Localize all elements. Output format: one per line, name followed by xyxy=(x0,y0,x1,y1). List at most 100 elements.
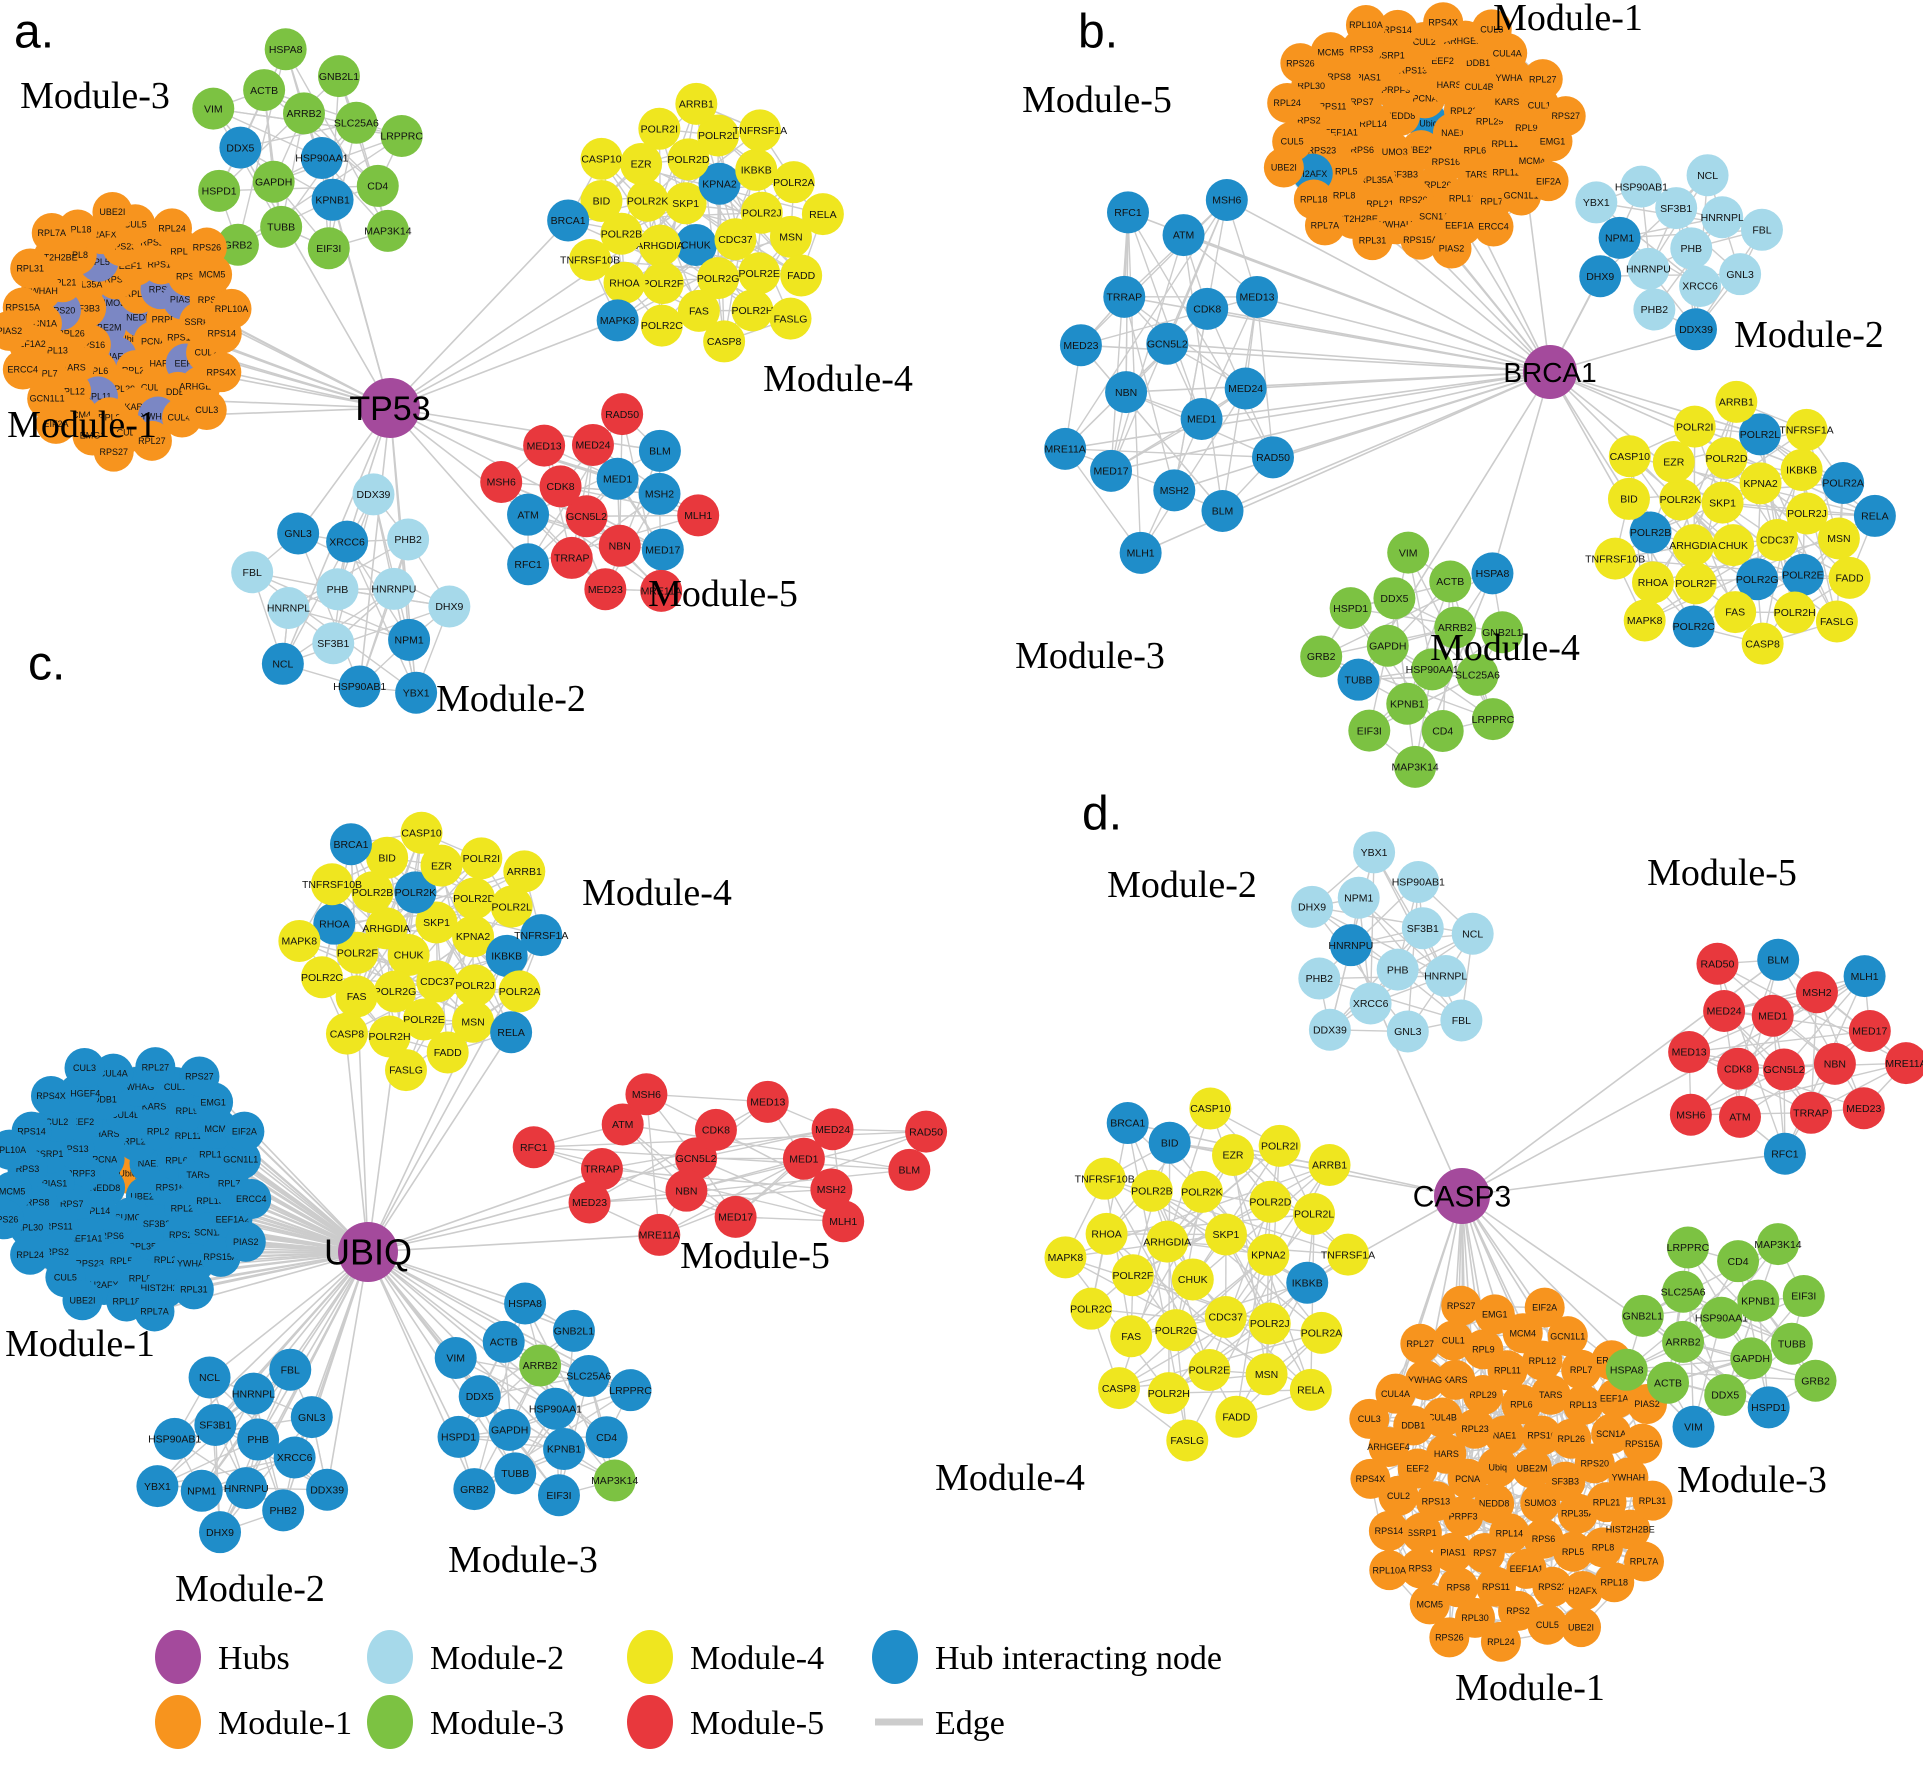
node-MED23 xyxy=(1059,324,1102,367)
edge xyxy=(1690,991,1818,1116)
hub-edge xyxy=(1272,371,1551,459)
node-RPS27 xyxy=(93,431,134,472)
node-CASP10 xyxy=(1189,1087,1232,1130)
node-RPL31 xyxy=(1352,220,1393,261)
node-CUL5 xyxy=(1527,1604,1568,1645)
node-label-TARS: TARS xyxy=(1465,170,1488,180)
node-label-BLM: BLM xyxy=(899,1165,921,1177)
node-HSP90AB1 xyxy=(1397,861,1440,904)
node-CDK8 xyxy=(1717,1047,1760,1090)
node-label-RPL35A: RPL35A xyxy=(129,1242,163,1252)
node-ACTB xyxy=(243,69,286,112)
node-FADD xyxy=(1828,556,1871,599)
node-label-RPL18: RPL18 xyxy=(1300,195,1328,205)
node-label-EZR: EZR xyxy=(1222,1150,1243,1162)
node-label-POLR2E: POLR2E xyxy=(1189,1365,1230,1377)
node-label-FAS: FAS xyxy=(1121,1331,1141,1343)
module-label-d-module-4: Module-4 xyxy=(935,1457,1085,1499)
node-label-RPL5: RPL5 xyxy=(1335,166,1358,176)
node-label-RPS26: RPS26 xyxy=(1286,58,1315,68)
node-label-POLR2F: POLR2F xyxy=(1675,578,1716,590)
node-label-BLM: BLM xyxy=(649,445,671,457)
node-DHX9 xyxy=(1291,885,1334,928)
node-GNL3 xyxy=(1386,1010,1429,1053)
node-GNB2L1 xyxy=(1481,611,1524,654)
node-RPS4X xyxy=(30,1075,71,1116)
node-FAS xyxy=(335,975,378,1018)
node-label-CUL4B: CUL4B xyxy=(141,383,170,393)
legend-swatch-module-2 xyxy=(367,1630,413,1684)
node-label-RPL7A: RPL7A xyxy=(37,228,66,238)
node-label-SKP1: SKP1 xyxy=(1213,1229,1240,1241)
node-RPL23 xyxy=(1454,1408,1495,1449)
node-CHUK xyxy=(1712,524,1755,567)
node-label-HARS: HARS xyxy=(95,1129,120,1139)
hub-node-BRCA1 xyxy=(1523,345,1577,399)
node-VIM xyxy=(434,1336,477,1379)
edge xyxy=(533,1146,736,1218)
legend-swatch-hub-interacting-node xyxy=(872,1630,918,1684)
node-TRRAP xyxy=(1103,275,1146,318)
node-label-BRCA1: BRCA1 xyxy=(1110,1118,1145,1130)
node-label-YWHAH: YWHAH xyxy=(24,286,58,296)
node-CASP8 xyxy=(1741,622,1784,665)
node-label-UBE2M: UBE2M xyxy=(1406,145,1437,155)
edge xyxy=(560,485,699,517)
node-KPNA2 xyxy=(1247,1233,1290,1276)
node-RPL9 xyxy=(1463,1329,1504,1370)
node-label-CUL1: CUL1 xyxy=(1528,100,1551,110)
legend-label-module-3: Module-3 xyxy=(430,1705,564,1742)
edge xyxy=(157,1456,295,1487)
node-label-RPS13: RPS13 xyxy=(1399,66,1428,76)
node-ERCC4 xyxy=(1473,206,1514,247)
node-label-EMG1: EMG1 xyxy=(1482,1309,1508,1319)
node-EZR xyxy=(1652,441,1695,484)
node-MCM5 xyxy=(1310,32,1351,73)
node-label-EEF1A1: EEF1A1 xyxy=(69,1233,103,1243)
node-FAS xyxy=(677,289,720,332)
node-label-POLR2B: POLR2B xyxy=(352,887,393,899)
node-label-TRRAP: TRRAP xyxy=(1793,1107,1829,1119)
module-label-b-module-4: Module-4 xyxy=(1430,627,1580,669)
node-FASLG xyxy=(384,1049,427,1092)
hub-edge xyxy=(326,1251,369,1490)
hub-label-CASP3: CASP3 xyxy=(1413,1181,1511,1214)
node-label-UBE2M: UBE2M xyxy=(130,1191,161,1201)
node-GNL3 xyxy=(1719,253,1762,296)
node-label-ACTB: ACTB xyxy=(490,1337,518,1349)
node-label-SF3B1: SF3B1 xyxy=(1660,203,1692,215)
node-label-SF3B1: SF3B1 xyxy=(317,638,349,650)
edge xyxy=(1127,212,1203,420)
node-UBE2I xyxy=(92,191,133,232)
node-KPNB1 xyxy=(1737,1279,1780,1322)
module-label-c-module-5: Module-5 xyxy=(680,1235,830,1277)
node-label-EMG1: EMG1 xyxy=(1540,136,1566,146)
node-label-RPL29: RPL29 xyxy=(108,384,136,394)
node-label-PIAS1: PIAS1 xyxy=(1355,72,1381,82)
node-MSH2 xyxy=(638,472,681,515)
node-label-RPS2: RPS2 xyxy=(45,1247,69,1257)
edge xyxy=(1192,1145,1281,1280)
hub-edge xyxy=(1461,1152,1786,1197)
node-FBL xyxy=(1740,208,1783,251)
node-HNRNPU xyxy=(225,1467,268,1510)
node-POLR2C xyxy=(301,956,344,999)
node-TUBB xyxy=(1337,658,1380,701)
node-RPS27 xyxy=(1441,1285,1482,1326)
node-RPL7A xyxy=(1304,205,1345,246)
node-label-RPS23: RPS23 xyxy=(1308,146,1337,156)
node-label-NBN: NBN xyxy=(1115,387,1137,399)
node-label-BLM: BLM xyxy=(1767,954,1789,966)
node-MED13 xyxy=(746,1080,789,1123)
node-CHUK xyxy=(674,223,717,266)
node-label-FASLG: FASLG xyxy=(1170,1435,1204,1447)
node-label-POLR2C: POLR2C xyxy=(1070,1303,1112,1315)
node-label-PIAS1: PIAS1 xyxy=(170,295,196,305)
node-label-RPL24: RPL24 xyxy=(16,1250,44,1260)
node-label-RPL29: RPL29 xyxy=(1476,117,1504,127)
node-label-POLR2E: POLR2E xyxy=(1782,570,1823,582)
node-MED24 xyxy=(1224,367,1267,410)
node-NPM1 xyxy=(180,1469,223,1512)
node-RHOA xyxy=(313,902,356,945)
node-label-POLR2H: POLR2H xyxy=(1774,607,1816,619)
